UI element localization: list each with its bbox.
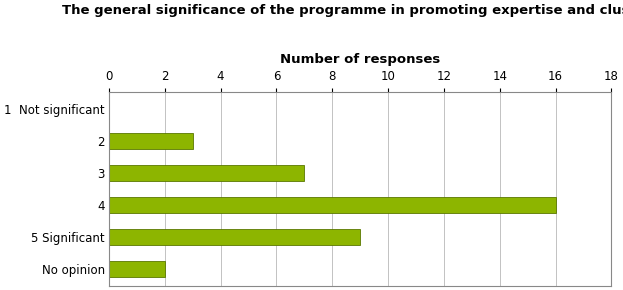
Bar: [109, 133, 193, 149]
Bar: [109, 197, 556, 213]
Bar: [109, 261, 165, 277]
Bar: [109, 165, 305, 181]
Bar: [109, 229, 360, 245]
X-axis label: Number of responses: Number of responses: [280, 53, 440, 66]
Title: The general significance of the programme in promoting expertise and clusters: The general significance of the programm…: [62, 4, 623, 17]
